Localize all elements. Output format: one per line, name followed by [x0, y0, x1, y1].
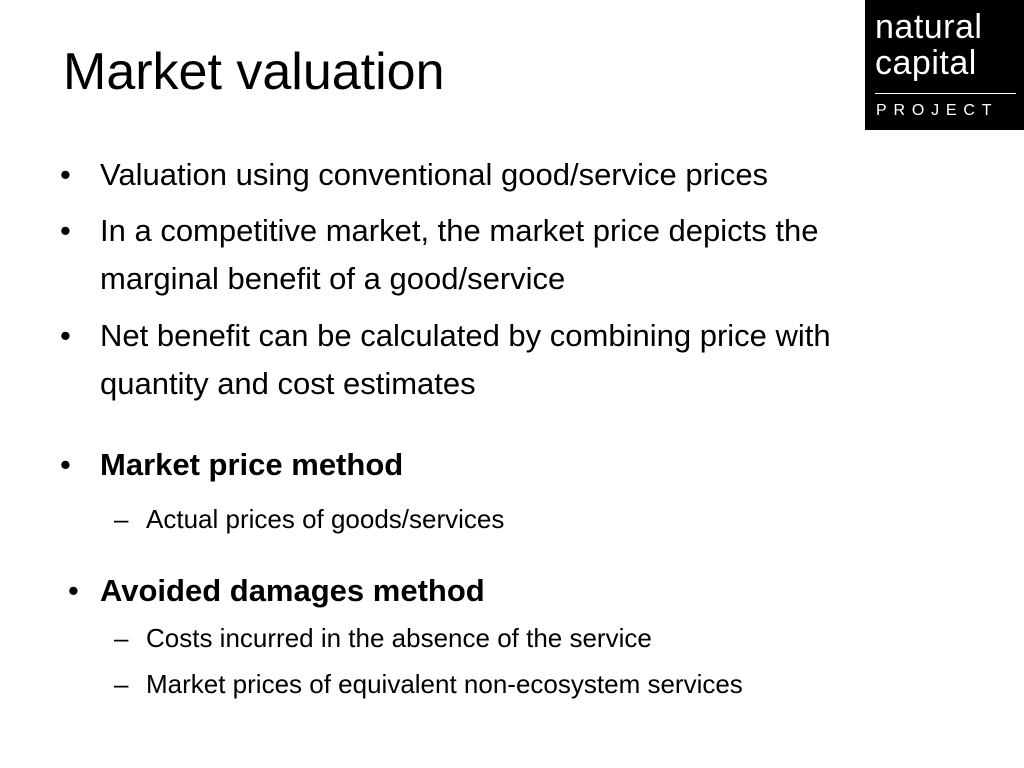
subitem-text: Market prices of equivalent non-ecosyste… — [146, 669, 743, 699]
subitem-text: Costs incurred in the absence of the ser… — [146, 623, 652, 653]
bullet-text: In a competitive market, the market pric… — [100, 213, 819, 248]
bullet-text: Valuation using conventional good/servic… — [100, 157, 769, 192]
method-name: Market price method — [100, 447, 404, 482]
bullet-marker: • — [60, 157, 71, 192]
natural-capital-project-logo: natural capital PROJECT — [865, 0, 1024, 130]
method-name: Avoided damages method — [100, 573, 485, 608]
slide-title: Market valuation — [63, 43, 445, 101]
logo-divider — [875, 93, 1016, 94]
subitem-text: Actual prices of goods/services — [146, 504, 505, 534]
bullet-marker: • — [60, 213, 71, 248]
logo-line-natural: natural — [875, 8, 983, 46]
logo-line-project: PROJECT — [876, 102, 999, 119]
bullet-marker: • — [60, 318, 71, 353]
dash-marker: – — [114, 669, 129, 699]
dash-marker: – — [114, 623, 129, 653]
bullet-marker: • — [68, 573, 79, 608]
bullet-text: Net benefit can be calculated by combini… — [100, 318, 831, 353]
bullet-text: quantity and cost estimates — [100, 366, 476, 401]
logo-line-capital: capital — [875, 44, 977, 82]
dash-marker: – — [114, 504, 129, 534]
bullet-text: marginal benefit of a good/service — [100, 261, 566, 296]
bullet-marker: • — [60, 447, 71, 482]
